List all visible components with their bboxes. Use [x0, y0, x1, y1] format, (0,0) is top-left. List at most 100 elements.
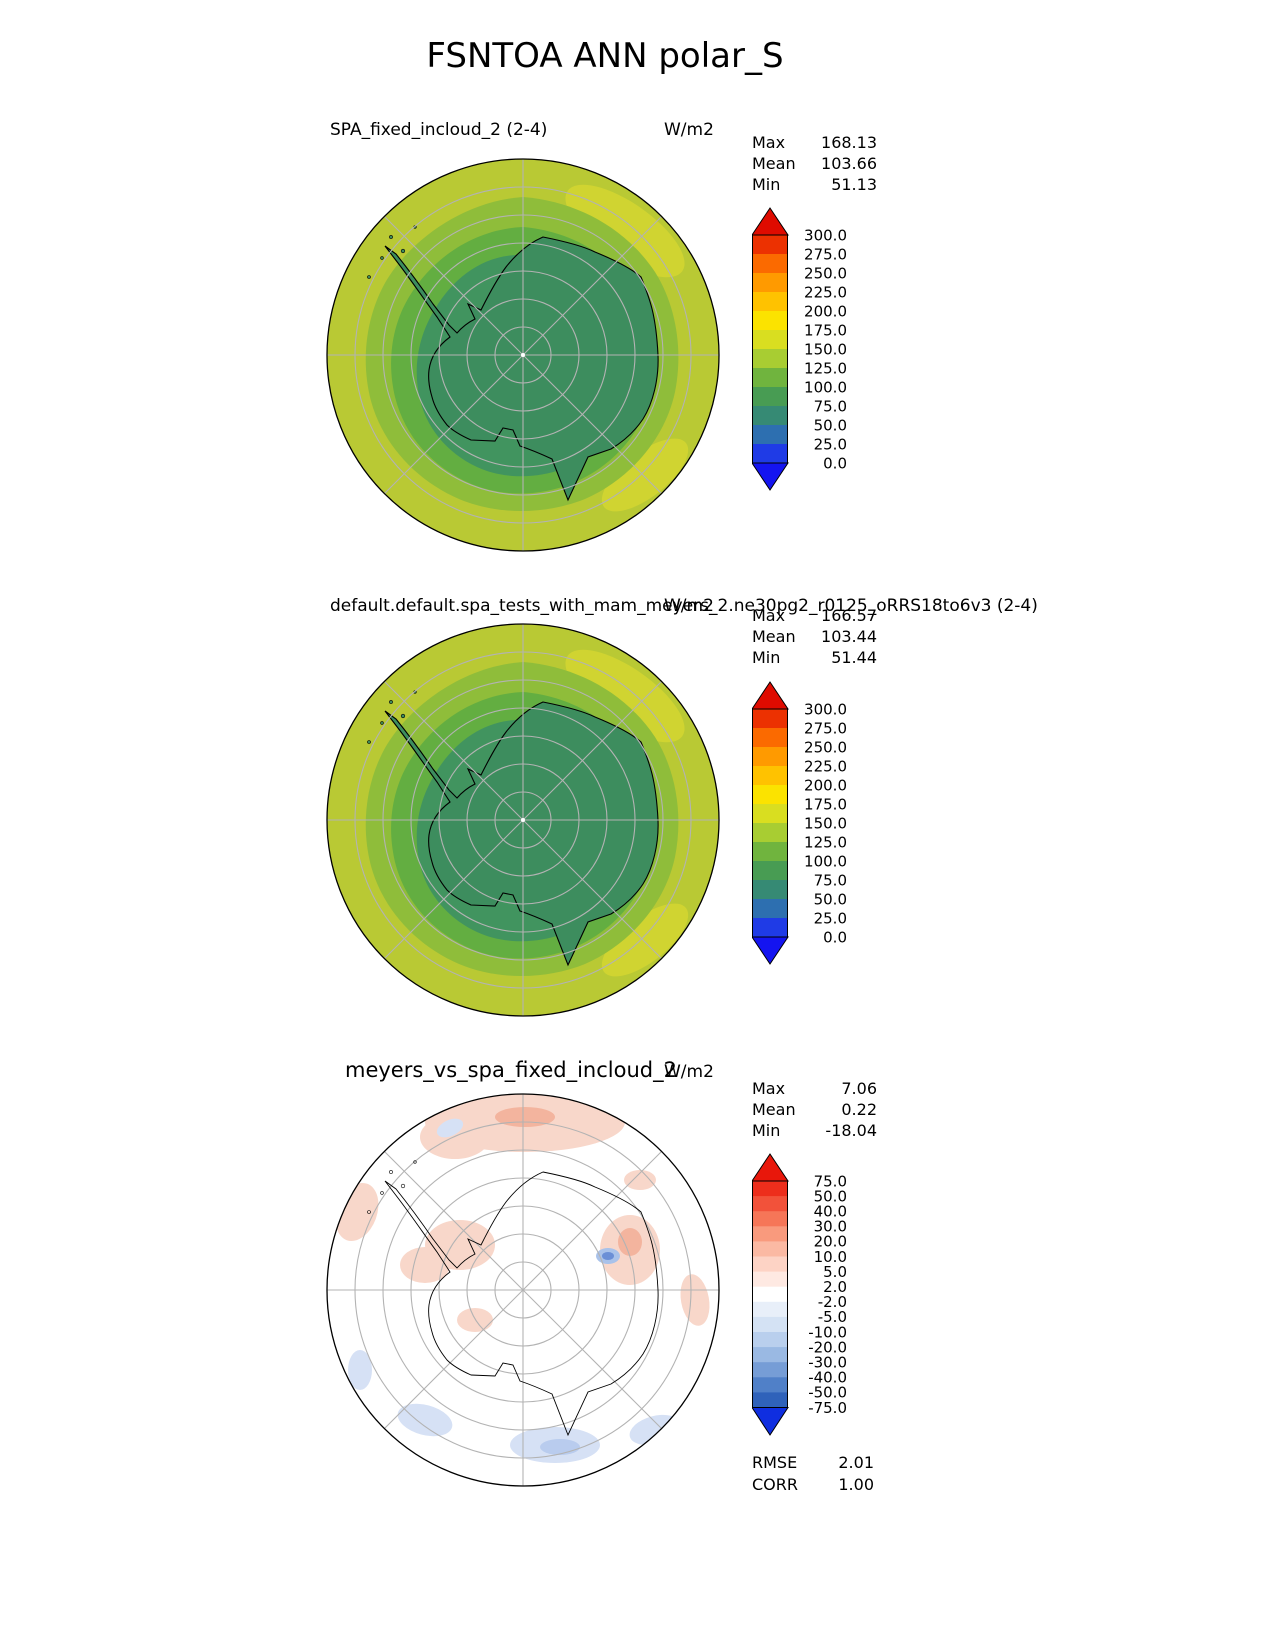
colorbar-segment	[752, 918, 788, 938]
ocean-band-175-200	[565, 649, 685, 743]
colorbar-segment	[752, 1347, 788, 1363]
colorbar-tick-label: 2.0	[823, 1278, 847, 1296]
colorbar-outline	[752, 1180, 788, 1408]
stat-row-min: Min 51.13	[752, 174, 877, 195]
metric-row-rmse: RMSE 2.01	[752, 1452, 874, 1474]
panel3-polar-diff-map	[325, 1092, 721, 1488]
colorbar-tick-label: 125.0	[804, 833, 847, 851]
colorbar-over-arrow	[751, 207, 789, 236]
stat-row-max: Max 166.57	[752, 605, 877, 626]
stat-value-mean: 0.22	[841, 1100, 877, 1119]
colorbar-segment	[752, 1332, 788, 1348]
colorbar-tick-label: 250.0	[804, 738, 847, 756]
colorbar-segment	[752, 425, 788, 445]
colorbar-segment	[752, 1316, 788, 1333]
colorbar-segment	[752, 747, 788, 767]
panel1-colorbar: 300.0 275.0 250.0 225.0 200.0 175.0 150.0 125.0…	[751, 207, 902, 497]
colorbar-tick-label: 5.0	[823, 1263, 847, 1281]
colorbar-tick-label: 275.0	[804, 245, 847, 263]
stat-label-mean: Mean	[752, 627, 796, 646]
colorbar-segment	[752, 1226, 788, 1242]
colorbar-segment	[752, 1196, 788, 1212]
stat-label-mean: Mean	[752, 154, 796, 173]
colorbar-segment	[752, 861, 788, 881]
panel2-title: default.default.spa_tests_with_mam_meyer…	[330, 596, 1038, 616]
positive-anomaly-patch	[420, 1115, 490, 1159]
metric-value-corr: 1.00	[838, 1475, 874, 1494]
colorbar-tick-label: 200.0	[804, 302, 847, 320]
colorbar-tick-label: -10.0	[808, 1323, 847, 1341]
colorbar-tick-label: 75.0	[814, 871, 847, 889]
polar-map-svg	[326, 623, 720, 1017]
colorbar-segment	[752, 1392, 788, 1409]
colorbar-segment	[752, 311, 788, 331]
colorbar-tick-label: 40.0	[814, 1203, 847, 1221]
stat-row-max: Max 7.06	[752, 1078, 877, 1099]
positive-anomaly-patch	[624, 1170, 656, 1190]
colorbar-segment	[752, 387, 788, 407]
colorbar-tick-label: 75.0	[814, 397, 847, 415]
colorbar-segment	[752, 1256, 788, 1273]
polar-map-svg	[326, 158, 720, 552]
colorbar-tick-label: -20.0	[808, 1338, 847, 1356]
colorbar-tick-label: 50.0	[814, 1187, 847, 1205]
stat-row-mean: Mean 103.66	[752, 153, 877, 174]
colorbar-tick-label: 300.0	[804, 700, 847, 718]
colorbar-outline	[752, 234, 788, 464]
stat-label-max: Max	[752, 1079, 786, 1098]
meridian-line	[383, 1150, 663, 1430]
colorbar-tick-label: 225.0	[804, 283, 847, 301]
islands	[367, 1160, 417, 1214]
metric-row-corr: CORR 1.00	[752, 1474, 874, 1496]
stat-row-mean: Mean 103.44	[752, 626, 877, 647]
colorbar-over-arrow	[751, 681, 789, 710]
colorbar-svg: 300.0275.0250.0225.0200.0175.0150.0125.0…	[751, 681, 847, 965]
stat-row-max: Max 168.13	[752, 132, 877, 153]
colorbar-segment	[752, 842, 788, 862]
colorbar-segment	[752, 880, 788, 900]
panel1-units-label: W/m2	[664, 120, 714, 140]
colorbar-svg: 300.0275.0250.0225.0200.0175.0150.0125.0…	[751, 207, 847, 491]
ocean-band-175-200	[565, 184, 685, 278]
colorbar-tick-label: -5.0	[818, 1308, 847, 1326]
colorbar-tick-label: 0.0	[823, 454, 847, 472]
colorbar-tick-label: 200.0	[804, 776, 847, 794]
panel3-colorbar: 75.0 50.0 40.0 30.0 20.0 10.0 5.0 2.0 -2.0 -5.0 -1…	[751, 1153, 902, 1443]
colorbar-segment	[752, 709, 788, 729]
colorbar-segment	[752, 1377, 788, 1393]
colorbar-tick-label: -50.0	[808, 1384, 847, 1402]
stat-value-max: 168.13	[821, 133, 877, 152]
colorbar-tick-label: 50.0	[814, 416, 847, 434]
colorbar-tick-label: -75.0	[808, 1399, 847, 1417]
positive-anomaly-patch	[680, 1274, 710, 1326]
colorbar-tick-label: 100.0	[804, 378, 847, 396]
polar-diff-map-svg	[326, 1093, 720, 1487]
colorbar-tick-label: 175.0	[804, 321, 847, 339]
colorbar-tick-label: 0.0	[823, 928, 847, 946]
pole-marker	[521, 353, 525, 357]
colorbar-tick-label: 25.0	[814, 435, 847, 453]
colorbar-tick-label: 75.0	[814, 1172, 847, 1190]
colorbar-segment	[752, 766, 788, 786]
antarctica-coastline	[384, 701, 659, 967]
colorbar-segment	[752, 804, 788, 824]
colorbar-tick-label: 125.0	[804, 359, 847, 377]
stat-label-mean: Mean	[752, 1100, 796, 1119]
colorbar-segment	[752, 1181, 788, 1197]
panel1-polar-map	[325, 157, 721, 553]
colorbar-tick-label: -30.0	[808, 1353, 847, 1371]
colorbar-segment	[752, 728, 788, 748]
map-boundary	[326, 623, 720, 1017]
colorbar-segment	[752, 1301, 788, 1318]
metric-label-rmse: RMSE	[752, 1453, 798, 1472]
stat-value-min: 51.13	[831, 175, 877, 194]
map-boundary	[326, 158, 720, 552]
colorbar-segment	[752, 330, 788, 350]
positive-anomaly-patch	[457, 1308, 493, 1332]
panel3-stats: Max 7.06 Mean 0.22 Min -18.04	[752, 1078, 877, 1141]
antarctica-coastline	[384, 1171, 659, 1437]
colorbar-tick-label: 10.0	[814, 1248, 847, 1266]
panel3-title: meyers_vs_spa_fixed_incloud_2	[345, 1058, 677, 1082]
colorbar-segment	[752, 785, 788, 805]
colorbar-under-arrow	[751, 936, 789, 965]
